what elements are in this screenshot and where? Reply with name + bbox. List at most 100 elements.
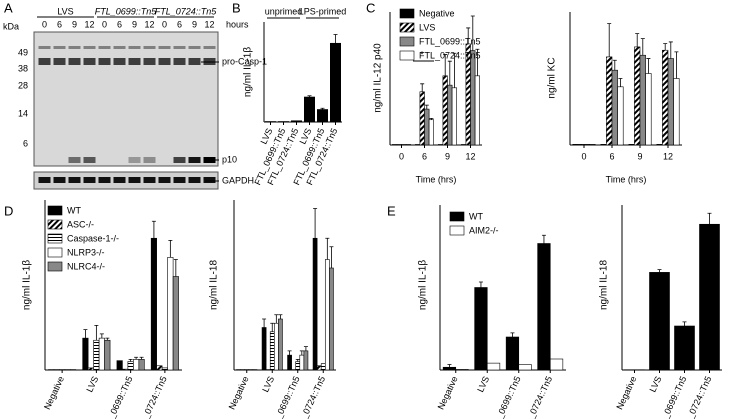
- error-bar: [674, 51, 679, 79]
- bar: [667, 58, 674, 146]
- band: [83, 46, 96, 49]
- band-label: GAPDH: [222, 175, 254, 185]
- band: [143, 46, 156, 49]
- band: [158, 46, 171, 49]
- bar: [674, 325, 695, 371]
- band: [203, 46, 216, 49]
- error-bar: [682, 321, 687, 326]
- error-bar: [278, 314, 283, 319]
- bar: [264, 121, 276, 123]
- error-bar: [303, 346, 308, 351]
- error-bar: [262, 318, 267, 328]
- bar: [324, 259, 330, 371]
- bar: [116, 360, 123, 371]
- error-bar: [128, 358, 133, 362]
- ladder-label: 28: [18, 80, 28, 90]
- legend-swatch: [449, 225, 465, 236]
- legend-label: ASC-/-: [67, 219, 94, 229]
- legend-swatch: [47, 233, 63, 244]
- error-bar: [333, 34, 338, 44]
- error-bar: [618, 78, 623, 87]
- bar: [396, 144, 402, 146]
- bar: [442, 75, 448, 146]
- bar: [277, 121, 289, 123]
- error-bar: [657, 269, 662, 273]
- band: [98, 177, 111, 183]
- band: [188, 58, 201, 65]
- bar: [437, 144, 444, 146]
- error-bar: [105, 337, 110, 341]
- error-bar: [429, 118, 434, 120]
- bar: [138, 359, 145, 371]
- error-bar: [173, 259, 178, 277]
- legend-label: LVS: [419, 22, 435, 32]
- lane-label: 6: [117, 19, 122, 29]
- error-bar: [307, 95, 312, 97]
- y-axis-label: ng/ml IL-18: [209, 260, 220, 310]
- bar: [639, 54, 646, 146]
- bar: [269, 331, 275, 371]
- bar: [316, 109, 328, 123]
- band: [128, 46, 141, 49]
- bar: [127, 361, 134, 371]
- bar: [278, 318, 283, 371]
- panel-letter: A: [4, 0, 13, 15]
- error-bar: [325, 237, 330, 260]
- x-axis-label: Time (hrs): [416, 174, 457, 184]
- bar: [572, 144, 579, 146]
- bar: [628, 144, 635, 146]
- bar: [470, 50, 476, 146]
- bar: [518, 364, 532, 371]
- error-bar: [663, 43, 668, 51]
- legend-swatch: [47, 205, 63, 216]
- legend-label: AIM2-/-: [469, 225, 499, 235]
- bar: [303, 96, 315, 123]
- band: [113, 58, 126, 65]
- band: [203, 177, 216, 183]
- error-bar: [139, 356, 144, 360]
- band: [158, 58, 171, 65]
- bar: [82, 337, 89, 371]
- band: [53, 58, 66, 65]
- band: [158, 177, 171, 183]
- band: [173, 157, 186, 163]
- bar: [699, 223, 720, 371]
- lane-label: 0: [102, 19, 107, 29]
- ladder-label: 14: [18, 108, 28, 118]
- bar: [600, 144, 607, 146]
- bar: [161, 367, 168, 371]
- bar: [167, 257, 174, 371]
- error-bar: [668, 41, 673, 59]
- error-bar: [420, 83, 425, 92]
- lane-label: 9: [192, 19, 197, 29]
- bar: [312, 237, 318, 371]
- bar: [329, 42, 341, 123]
- band: [143, 157, 156, 163]
- lane-label: 6: [177, 19, 182, 29]
- band: [173, 46, 186, 49]
- bar: [273, 322, 279, 371]
- band: [143, 58, 156, 65]
- bar: [617, 86, 624, 146]
- annotation: *: [420, 49, 424, 59]
- bar: [505, 336, 520, 371]
- bar: [589, 144, 596, 146]
- legend-swatch: [47, 219, 63, 230]
- bar: [391, 144, 398, 146]
- x-tick-label: 6: [609, 151, 614, 161]
- x-tick-label: 9: [637, 151, 642, 161]
- bar: [673, 78, 680, 146]
- bar: [172, 276, 179, 371]
- band-label: pro-Casp-1: [222, 56, 267, 66]
- band: [38, 46, 51, 49]
- band: [173, 58, 186, 65]
- bar: [634, 46, 641, 146]
- bar: [261, 327, 267, 371]
- lane-label: 12: [204, 19, 214, 29]
- error-bar: [295, 358, 300, 362]
- y-axis-label: ng/ml IL-12 p40: [373, 43, 384, 113]
- legend-swatch: [399, 50, 415, 61]
- bar: [329, 267, 334, 371]
- legend-label: WT: [469, 211, 483, 221]
